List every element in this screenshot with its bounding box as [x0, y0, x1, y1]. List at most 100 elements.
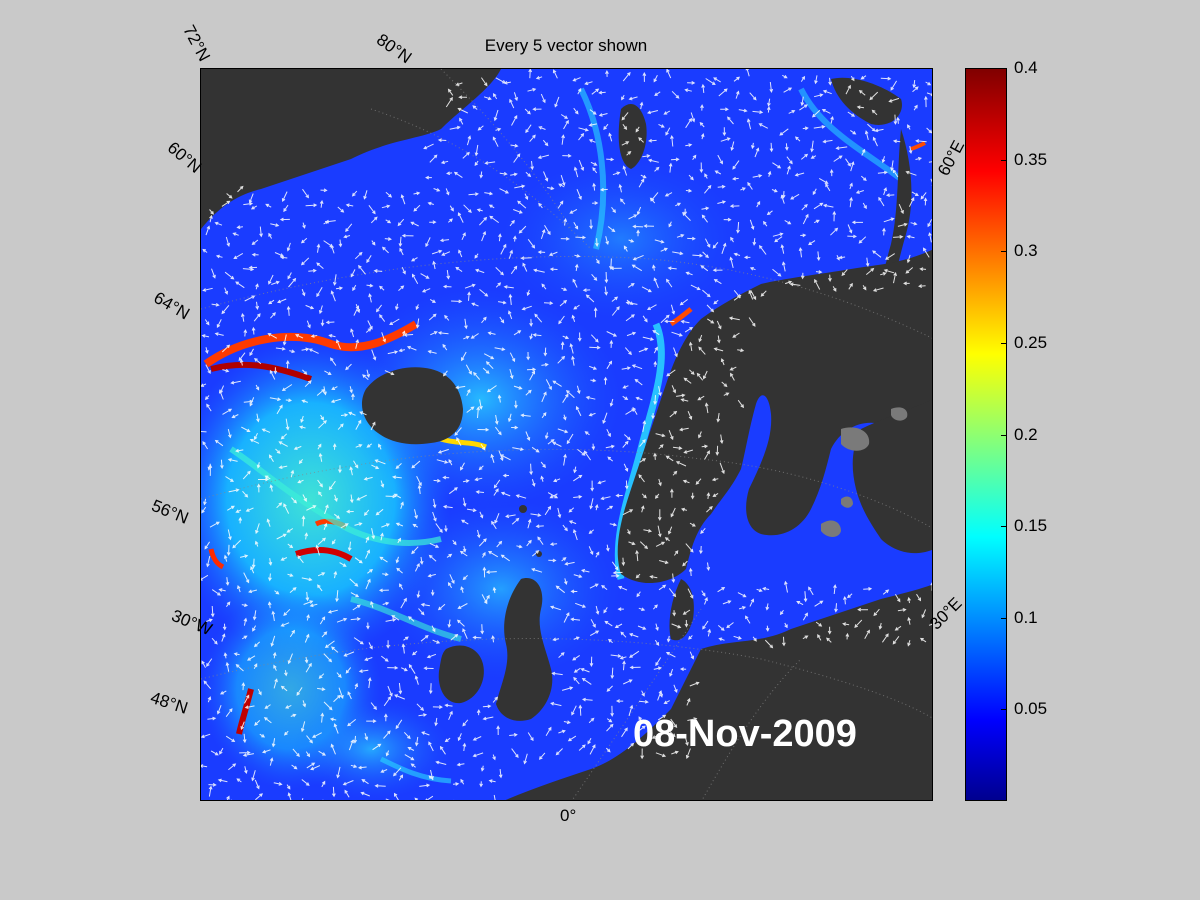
current-vector-arrow [522, 262, 528, 272]
current-vector-arrow [301, 779, 310, 786]
current-vector-arrow [206, 658, 213, 667]
current-vector-arrow [302, 188, 309, 199]
current-vector-arrow [635, 573, 641, 579]
current-vector-arrow [679, 427, 689, 432]
current-vector-arrow [330, 646, 339, 653]
current-vector-arrow [299, 425, 306, 430]
current-vector-arrow [520, 256, 532, 261]
current-vector-arrow [383, 696, 392, 707]
current-vector-arrow [275, 448, 281, 454]
current-vector-arrow [475, 268, 485, 274]
current-vector-arrow [578, 159, 585, 172]
current-vector-arrow [670, 157, 680, 162]
current-vector-arrow [712, 241, 719, 249]
current-vector-arrow [358, 264, 366, 275]
current-vector-arrow [403, 636, 409, 641]
current-vector-arrow [393, 493, 402, 499]
current-vector-arrow [690, 112, 696, 123]
current-vector-arrow [387, 685, 393, 697]
current-vector-arrow [685, 271, 693, 276]
current-vector-arrow [575, 405, 582, 417]
current-vector-arrow [637, 625, 647, 630]
current-vector-arrow [815, 621, 823, 627]
current-vector-arrow [704, 184, 712, 194]
current-vector-arrow [659, 560, 669, 565]
current-vector-arrow [706, 492, 711, 499]
current-vector-arrow [355, 444, 363, 448]
current-vector-arrow [201, 764, 208, 768]
current-vector-arrow [253, 313, 261, 322]
current-vector-arrow [305, 662, 312, 673]
current-vector-arrow [663, 110, 671, 115]
current-vector-arrow [286, 305, 291, 316]
current-vector-arrow [606, 360, 613, 370]
current-vector-arrow [453, 799, 455, 800]
colorbar-tick-label: 0.05 [1014, 699, 1048, 718]
current-vector-arrow [448, 710, 453, 720]
current-vector-arrow [566, 433, 574, 445]
current-vector-arrow [713, 279, 722, 285]
current-vector-arrow [590, 480, 595, 492]
current-vector-arrow [658, 478, 662, 487]
current-vector-arrow [784, 219, 792, 225]
current-vector-arrow [256, 483, 261, 493]
current-vector-arrow [460, 462, 465, 471]
current-vector-arrow [235, 281, 245, 289]
current-vector-arrow [833, 155, 843, 162]
current-vector-arrow [353, 460, 359, 469]
current-vector-arrow [482, 716, 494, 721]
current-vector-arrow [729, 204, 740, 208]
current-vector-arrow [454, 427, 462, 436]
current-vector-arrow [540, 93, 546, 104]
current-vector-arrow [218, 588, 226, 592]
current-vector-arrow [225, 236, 230, 247]
current-vector-arrow [525, 431, 531, 442]
current-vector-arrow [406, 345, 417, 351]
current-vector-arrow [244, 766, 248, 775]
current-vector-arrow [666, 278, 673, 288]
current-vector-arrow [621, 94, 625, 101]
current-vector-arrow [622, 385, 629, 389]
current-vector-arrow [658, 584, 667, 591]
current-vector-arrow [289, 587, 297, 593]
current-vector-arrow [350, 592, 360, 598]
current-vector-arrow [251, 558, 256, 569]
current-vector-arrow [211, 303, 220, 307]
current-vector-arrow [297, 555, 304, 564]
current-vector-arrow [449, 125, 461, 130]
current-vector-arrow [309, 603, 318, 608]
current-vector-arrow [832, 210, 837, 222]
current-vector-arrow [442, 475, 450, 480]
current-vector-arrow [622, 395, 629, 400]
current-vector-arrow [631, 364, 643, 370]
current-vector-arrow [300, 415, 304, 424]
current-vector-arrow [491, 635, 495, 643]
current-vector-arrow [232, 232, 239, 236]
current-vector-arrow [449, 574, 455, 585]
current-vector-arrow [814, 278, 821, 290]
current-vector-arrow [215, 254, 223, 259]
colorbar-tick-mark [1001, 160, 1007, 161]
current-vector-arrow [701, 214, 709, 223]
current-vector-arrow [364, 657, 373, 661]
current-vector-arrow [652, 604, 658, 610]
current-vector-arrow [637, 725, 646, 732]
colorbar-tick-mark [1001, 343, 1007, 344]
current-vector-arrow [701, 206, 710, 211]
current-vector-arrow [716, 320, 722, 330]
current-vector-arrow [847, 224, 853, 234]
current-vector-arrow [769, 142, 774, 153]
current-vector-arrow [461, 351, 467, 362]
current-vector-arrow [606, 331, 618, 337]
current-vector-arrow [632, 406, 638, 415]
current-vector-arrow [764, 639, 774, 649]
current-vector-arrow [474, 253, 479, 259]
current-vector-arrow [224, 287, 228, 295]
current-vector-arrow [302, 700, 307, 708]
current-vector-arrow [700, 527, 706, 534]
current-vector-arrow [669, 731, 676, 738]
current-vector-arrow [516, 544, 523, 549]
current-vector-arrow [267, 601, 272, 609]
current-vector-arrow [370, 216, 378, 224]
current-vector-arrow [545, 379, 552, 391]
